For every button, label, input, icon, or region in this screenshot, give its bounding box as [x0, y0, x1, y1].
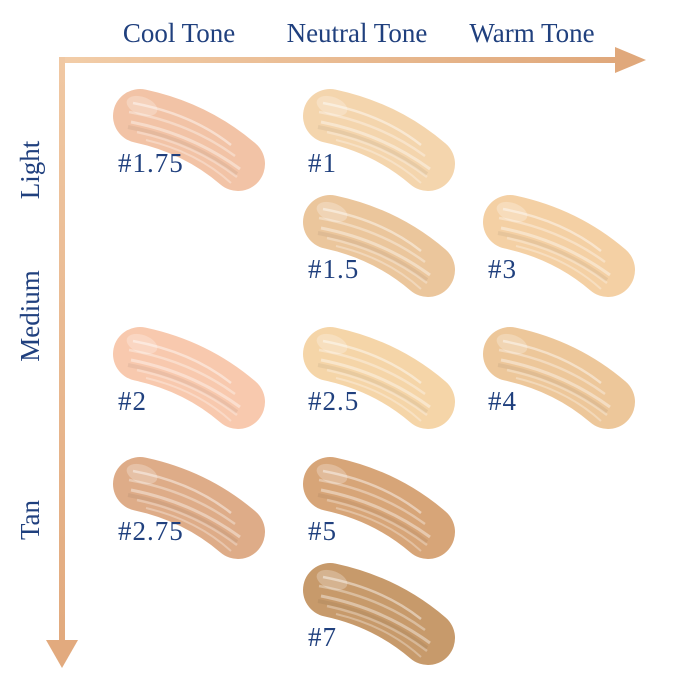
swatch-1-5: #1.5: [290, 188, 470, 300]
row-label-medium: Medium: [15, 270, 45, 362]
row-label-light: Light: [15, 140, 45, 200]
swatch-1-75: #1.75: [100, 82, 280, 194]
shade-label: #2.5: [308, 386, 360, 416]
shade-label: #5: [308, 516, 337, 546]
shade-label: #1.5: [308, 254, 360, 284]
shade-label: #7: [308, 622, 337, 652]
foundation-smear-icon: [113, 89, 265, 191]
x-axis-line: [60, 57, 616, 63]
foundation-smear-icon: [303, 327, 455, 429]
foundation-smear-icon: [303, 457, 455, 559]
swatch-2-75: #2.75: [100, 450, 280, 562]
foundation-smear-icon: [483, 327, 635, 429]
shade-label: #1.75: [118, 148, 184, 178]
shade-label: #2.75: [118, 516, 184, 546]
swatch-5: #5: [290, 450, 470, 562]
foundation-smear-icon: [303, 195, 455, 297]
foundation-smear-icon: [303, 89, 455, 191]
swatch-7: #7: [290, 556, 470, 668]
foundation-smear-icon: [483, 195, 635, 297]
column-label-cool-tone: Cool Tone: [122, 18, 236, 48]
swatch-2-5: #2.5: [290, 320, 470, 432]
column-label-neutral-tone: Neutral Tone: [286, 18, 428, 48]
y-axis-line: [59, 57, 65, 641]
foundation-smear-icon: [113, 457, 265, 559]
swatch-1: #1: [290, 82, 470, 194]
shade-label: #3: [488, 254, 517, 284]
row-label-tan: Tan: [15, 499, 45, 541]
shade-label: #4: [488, 386, 517, 416]
swatch-4: #4: [470, 320, 650, 432]
foundation-smear-icon: [113, 327, 265, 429]
x-axis-arrowhead-icon: [615, 47, 646, 73]
shade-label: #1: [308, 148, 337, 178]
swatch-2: #2: [100, 320, 280, 432]
swatch-3: #3: [470, 188, 650, 300]
column-label-warm-tone: Warm Tone: [469, 18, 595, 48]
shade-label: #2: [118, 386, 147, 416]
y-axis-arrowhead-icon: [46, 640, 78, 668]
foundation-smear-icon: [303, 563, 455, 665]
